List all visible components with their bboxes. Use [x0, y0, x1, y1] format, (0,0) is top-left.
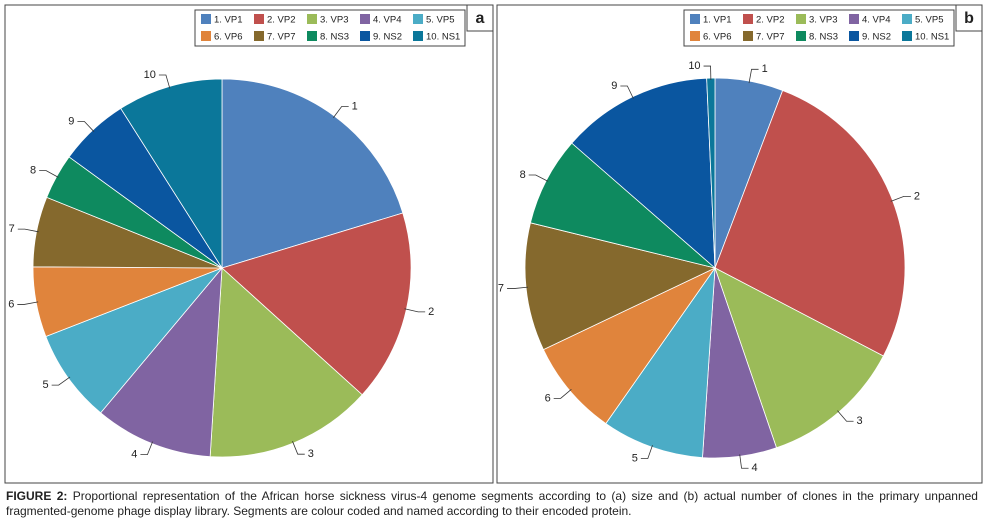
slice-label: 4 [131, 449, 137, 461]
legend-label: 6. VP6 [214, 32, 243, 43]
slice-label: 1 [762, 63, 768, 75]
slice-label: 9 [611, 80, 617, 92]
leader-line [333, 106, 349, 118]
leader-line [837, 410, 854, 422]
slice-label: 10 [144, 69, 156, 81]
leader-line [620, 85, 634, 99]
legend-label: 1. VP1 [703, 15, 732, 26]
legend-swatch [360, 14, 370, 24]
legend-label: 4. VP4 [862, 15, 891, 26]
legend-swatch [201, 14, 211, 24]
panel-letter-box [955, 4, 983, 32]
leader-line [640, 445, 653, 459]
leader-line [703, 65, 712, 81]
caption-text: Proportional representation of the Afric… [6, 489, 978, 518]
legend-label: 2. VP2 [267, 15, 296, 26]
legend-swatch [360, 31, 370, 41]
slice-label: 10 [688, 60, 700, 72]
panel-letter: b [964, 10, 974, 27]
legend-swatch [307, 14, 317, 24]
panel-letter-box [466, 4, 494, 32]
slice-label: 6 [8, 298, 14, 310]
leader-line [140, 441, 153, 456]
legend-swatch [413, 14, 423, 24]
slice-label: 2 [914, 190, 920, 202]
legend-label: 6. VP6 [703, 32, 732, 43]
legend-swatch [743, 31, 753, 41]
slice-label: 9 [68, 115, 74, 127]
legend-swatch [254, 31, 264, 41]
slice-label: 8 [520, 169, 526, 181]
legend-swatch [413, 31, 423, 41]
legend-swatch [849, 14, 859, 24]
slice-label: 2 [428, 306, 434, 318]
panel-frame [496, 4, 983, 484]
legend-label: 8. NS3 [320, 32, 349, 43]
leader-line [17, 228, 39, 233]
legend-label: 4. VP4 [373, 15, 402, 26]
legend-swatch [201, 31, 211, 41]
leader-line [158, 74, 171, 89]
legend-swatch [796, 31, 806, 41]
leader-line [404, 308, 426, 313]
legend-label: 8. NS3 [809, 32, 838, 43]
leader-line [748, 68, 759, 84]
legend-swatch [690, 31, 700, 41]
leader-line [553, 389, 572, 399]
slice-label: 5 [632, 452, 638, 464]
chart: 1. VP1 2. VP2 3. VP3 4. VP4 5. VP5 6. VP6 7. V… [4, 4, 983, 484]
slice-label: 7 [9, 223, 15, 235]
legend-swatch [254, 14, 264, 24]
caption: FIGURE 2: Proportional representation of… [6, 489, 978, 519]
leader-line [17, 301, 39, 305]
legend-label: 10. NS1 [915, 32, 949, 43]
slice-label: 3 [308, 448, 314, 460]
leader-line [507, 286, 529, 289]
legend-label: 7. VP7 [756, 32, 785, 43]
legend-swatch [307, 31, 317, 41]
caption-label: FIGURE 2: [6, 489, 68, 503]
legend-label: 5. VP5 [426, 15, 455, 26]
legend-swatch [902, 14, 912, 24]
legend-label: 7. VP7 [267, 32, 296, 43]
slice-label: 1 [352, 100, 358, 112]
leader-line [528, 174, 549, 182]
legend-swatch [690, 14, 700, 24]
leader-line [890, 195, 911, 202]
legend-swatch [902, 31, 912, 41]
legend-label: 5. VP5 [915, 15, 944, 26]
legend-swatch [796, 14, 806, 24]
leader-line [77, 121, 95, 132]
legend-label: 3. VP3 [320, 15, 349, 26]
legend-label: 10. NS1 [426, 32, 460, 43]
slice-label: 8 [30, 165, 36, 177]
legend-label: 9. NS2 [862, 32, 891, 43]
slice-label: 5 [43, 379, 49, 391]
leader-line [739, 454, 749, 469]
legend-swatch [743, 14, 753, 24]
slice-label: 3 [857, 415, 863, 427]
panel-letter: a [476, 10, 485, 27]
slice-label: 7 [498, 282, 504, 294]
legend-label: 3. VP3 [809, 15, 838, 26]
leader-line [51, 376, 71, 386]
legend-label: 1. VP1 [214, 15, 243, 26]
slice-label: 6 [545, 392, 551, 404]
leader-line [39, 170, 59, 178]
legend-swatch [849, 31, 859, 41]
panel-frame [4, 4, 494, 484]
leader-line [292, 441, 305, 455]
legend-label: 2. VP2 [756, 15, 785, 26]
legend-label: 9. NS2 [373, 32, 402, 43]
slice-label: 4 [752, 462, 758, 474]
